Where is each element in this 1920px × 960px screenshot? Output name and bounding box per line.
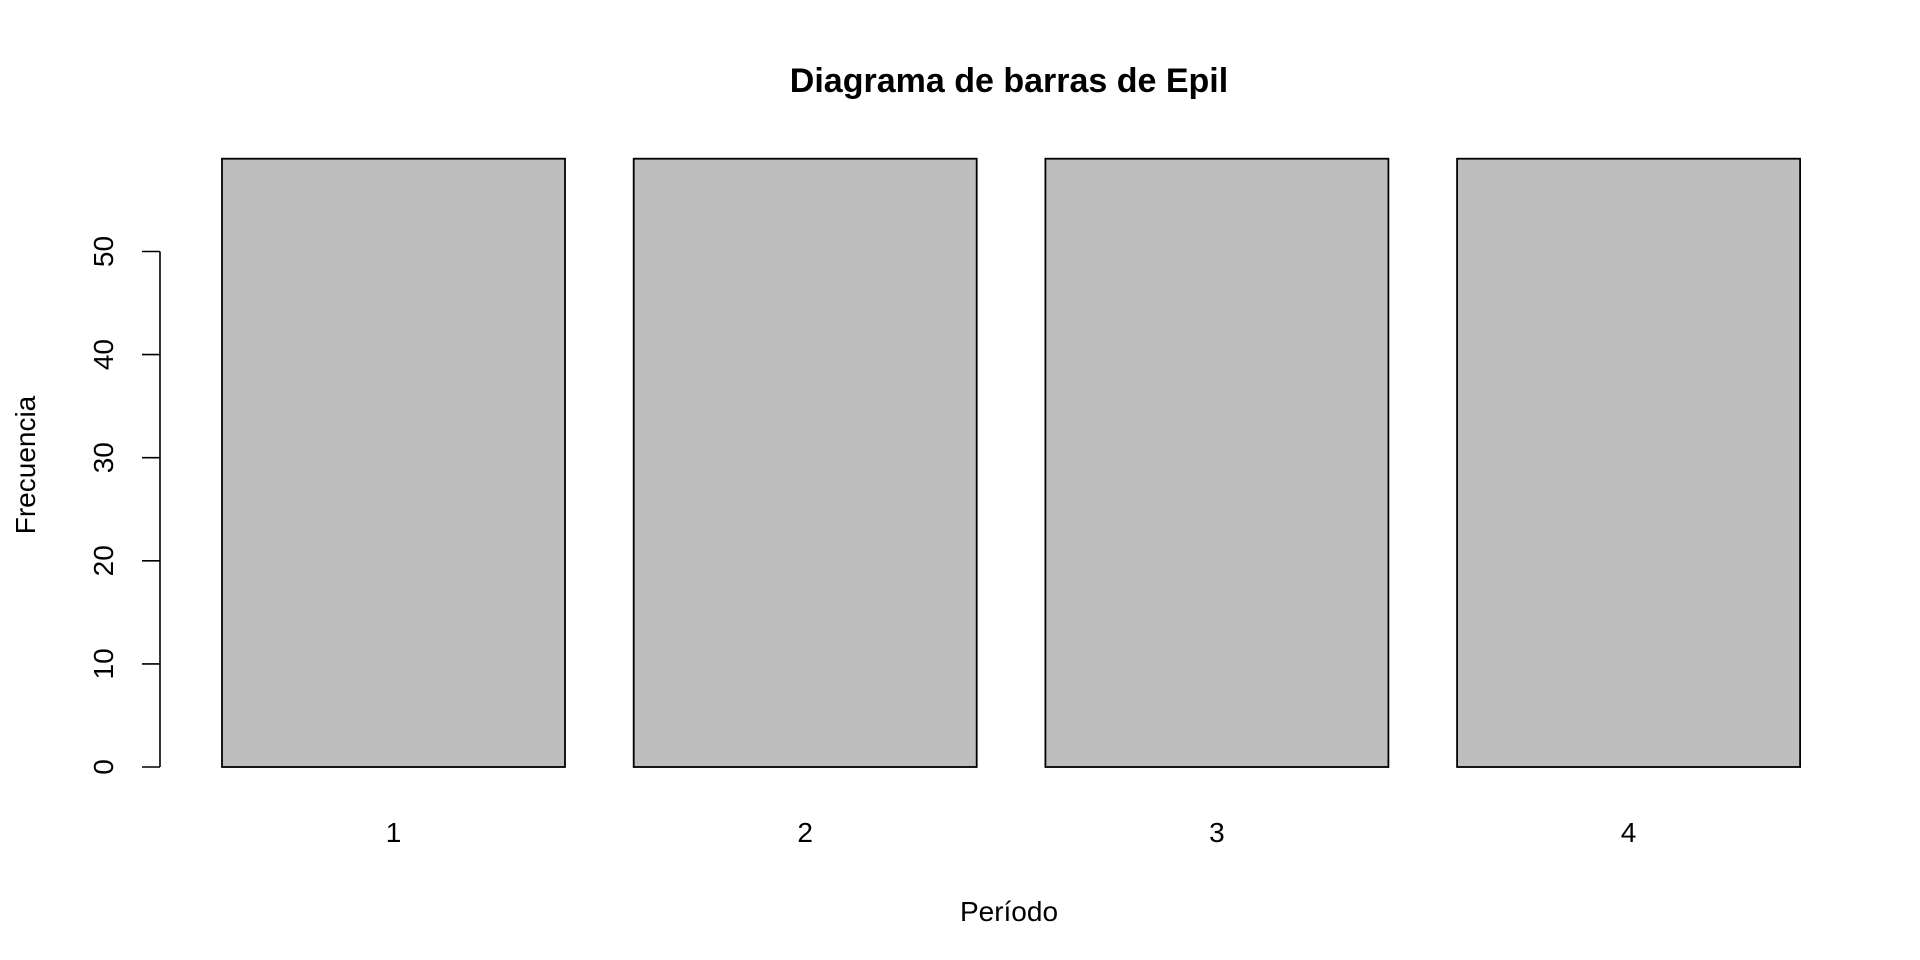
x-axis-label: Período	[960, 896, 1058, 927]
bar-3	[1044, 157, 1390, 768]
bar-4	[1456, 157, 1801, 768]
bar-2	[632, 157, 978, 768]
x-tick-label: 4	[1621, 817, 1637, 848]
x-tick-labels: 1 2 3 4	[386, 817, 1637, 848]
x-tick-label: 3	[1209, 817, 1225, 848]
y-tick-label: 50	[88, 236, 119, 267]
chart-title: Diagrama de barras de Epil	[790, 62, 1228, 100]
bar-1	[221, 157, 566, 768]
y-tick-label: 40	[88, 339, 119, 370]
x-tick-label: 2	[797, 817, 813, 848]
y-axis: 0 10 20 30 40 50	[88, 236, 161, 775]
y-tick-label: 10	[88, 648, 119, 679]
y-tick-label: 30	[88, 442, 119, 473]
y-tick-label: 20	[88, 545, 119, 576]
y-axis-label: Frecuencia	[10, 395, 41, 534]
y-tick-label: 0	[88, 759, 119, 775]
x-tick-label: 1	[386, 817, 402, 848]
bar-series	[221, 157, 1801, 768]
